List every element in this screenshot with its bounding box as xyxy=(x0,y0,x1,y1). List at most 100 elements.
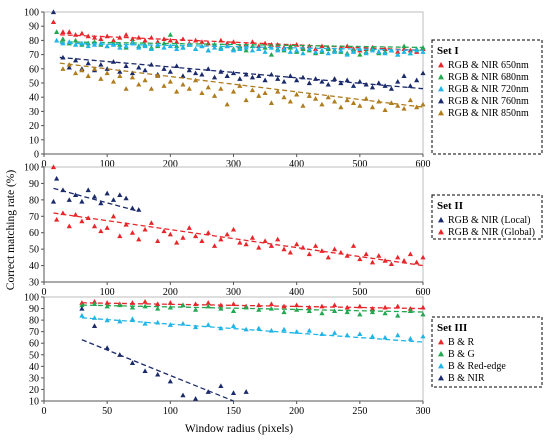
x-tick-label: 100 xyxy=(163,406,178,417)
data-point xyxy=(262,238,268,244)
y-tick-label: 80 xyxy=(29,316,39,327)
data-point xyxy=(338,47,344,53)
series-1 xyxy=(50,175,142,212)
data-point xyxy=(180,302,186,308)
data-point xyxy=(256,46,262,51)
data-point xyxy=(256,93,262,98)
data-point xyxy=(262,77,268,83)
data-point xyxy=(357,311,363,317)
data-point xyxy=(407,50,413,56)
data-point xyxy=(117,69,123,74)
data-point xyxy=(395,78,401,84)
data-point xyxy=(60,36,66,42)
x-tick-label: 300 xyxy=(416,406,431,417)
panel-1: 0 10 20 30 40 50 60 70 80 90 100 0 100 200 300 400 500 60… xyxy=(24,8,543,170)
data-point xyxy=(218,383,224,389)
data-point xyxy=(319,248,325,253)
data-point xyxy=(281,78,287,84)
data-point xyxy=(104,225,110,230)
y-tick-label: 90 xyxy=(29,179,39,190)
data-point xyxy=(180,81,186,87)
x-tick-label: 0 xyxy=(42,159,47,170)
data-point xyxy=(243,71,249,77)
data-point xyxy=(237,76,243,81)
data-point xyxy=(193,301,199,307)
data-point xyxy=(414,47,420,53)
data-point xyxy=(186,42,192,47)
data-point xyxy=(294,307,300,312)
data-point xyxy=(382,258,388,263)
data-point xyxy=(60,66,66,71)
data-point xyxy=(344,309,350,315)
data-point xyxy=(331,49,338,54)
x-tick-label: 600 xyxy=(416,287,431,298)
data-point xyxy=(186,67,192,73)
x-tick-label: 100 xyxy=(100,159,115,170)
data-point xyxy=(72,57,79,63)
data-point xyxy=(117,318,123,324)
legend-entry: B & G xyxy=(448,349,475,360)
trend-line xyxy=(53,187,139,212)
data-point xyxy=(306,327,312,333)
data-point xyxy=(319,47,325,53)
data-point xyxy=(129,360,136,365)
data-point xyxy=(104,70,110,76)
data-point xyxy=(205,322,211,327)
data-point xyxy=(142,67,148,73)
x-tick-label: 400 xyxy=(289,159,304,170)
legend-title: Set I xyxy=(437,45,459,57)
legend-marker xyxy=(438,363,444,369)
data-point xyxy=(382,107,388,113)
data-point xyxy=(256,307,262,312)
data-point xyxy=(129,205,136,211)
data-point xyxy=(420,101,426,107)
data-point xyxy=(395,49,401,54)
data-point xyxy=(313,76,319,81)
data-point xyxy=(407,308,413,313)
legend-entry: RGB & NIR 680nm xyxy=(448,72,529,83)
x-tick-label: 0 xyxy=(42,287,47,298)
legend-marker xyxy=(438,351,444,357)
y-tick-label: 40 xyxy=(29,362,39,373)
data-point xyxy=(205,389,211,394)
data-point xyxy=(123,195,129,201)
plot-area xyxy=(43,166,424,283)
data-point xyxy=(60,210,66,216)
series-5 xyxy=(59,61,426,113)
y-tick-label: 10 xyxy=(29,397,39,408)
data-point xyxy=(262,40,268,46)
data-point xyxy=(167,300,173,305)
data-point xyxy=(414,77,420,83)
data-point xyxy=(224,43,230,49)
legend-marker xyxy=(438,62,444,68)
data-point xyxy=(249,47,256,53)
data-point xyxy=(72,212,79,217)
data-point xyxy=(110,197,117,202)
data-point xyxy=(331,98,338,104)
data-point xyxy=(281,303,287,309)
data-point xyxy=(79,302,85,308)
data-point xyxy=(91,315,98,320)
data-point xyxy=(98,61,104,67)
data-point xyxy=(167,69,173,74)
data-point xyxy=(407,47,413,53)
data-point xyxy=(249,39,256,44)
data-point xyxy=(167,43,173,49)
data-point xyxy=(319,101,325,107)
y-tick-label: 70 xyxy=(29,50,39,61)
data-point xyxy=(243,47,249,53)
x-tick-label: 150 xyxy=(226,406,241,417)
data-point xyxy=(357,256,363,262)
data-point xyxy=(180,36,186,42)
data-point xyxy=(407,83,413,88)
data-point xyxy=(357,52,363,57)
data-point xyxy=(167,231,173,237)
data-point xyxy=(161,83,167,88)
data-point xyxy=(211,44,218,50)
data-point xyxy=(136,34,142,40)
legend-box xyxy=(431,316,543,388)
data-point xyxy=(313,243,319,248)
y-tick-label: 100 xyxy=(24,8,39,19)
data-point xyxy=(395,103,401,108)
data-point xyxy=(79,198,85,204)
